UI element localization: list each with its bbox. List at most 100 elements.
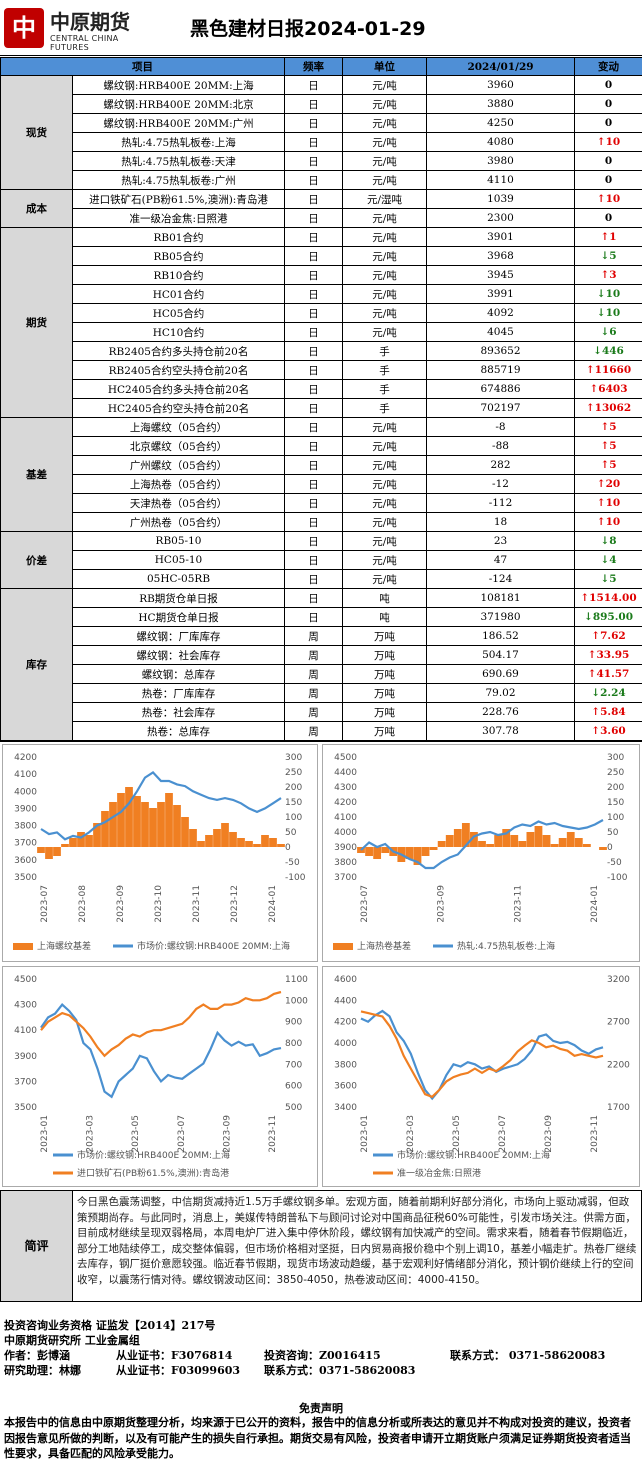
basis-bar (550, 844, 559, 847)
chart-rebar-vs-iron-ore: 3500 3700 3900 4100 4300 4500 500 600 700 800 900 1… (2, 966, 318, 1187)
frequency-cell: 日 (284, 341, 343, 361)
license-line: 投资咨询业务资格 证监发【2014】217号 (4, 1319, 216, 1332)
frequency-cell: 日 (284, 189, 343, 209)
x-tick-label: 2024-01 (268, 885, 278, 923)
item-cell: RB01合约 (72, 227, 285, 247)
value-cell: -88 (426, 436, 575, 456)
basis-bar (205, 835, 213, 847)
change-cell: ↓10 (574, 284, 642, 304)
change-value: 10 (605, 497, 621, 509)
arrow-up-icon: ↑ (600, 459, 610, 471)
change-value: 895.00 (592, 611, 633, 623)
value-cell: 3991 (426, 284, 575, 304)
frequency-cell: 日 (284, 455, 343, 475)
change-value: 41.57 (596, 668, 630, 680)
change-value: 1514.00 (589, 592, 637, 604)
legend-label: 市场价:螺纹钢:HRB400E 20MM:上海 (77, 1149, 230, 1161)
table-row: 热轧:4.75热轧板卷:广州日元/吨 4110 0 (1, 170, 642, 190)
value-cell: 282 (426, 455, 575, 475)
table-row: 螺纹钢：社会库存周万吨 504.17 ↑33.95 (1, 645, 642, 665)
y-left-tick-label: 3600 (14, 856, 37, 866)
y-right-tick-label: 200 (285, 783, 302, 793)
table-row: HC期货仓单日报日吨 371980 ↓895.00 (1, 607, 642, 627)
item-cell: 螺纹钢：总库存 (72, 664, 285, 684)
change-value: 3 (609, 269, 617, 281)
frequency-cell: 周 (284, 683, 343, 703)
change-cell: ↓446 (574, 341, 642, 361)
basis-bar (421, 847, 430, 856)
change-cell: ↑10 (574, 512, 642, 532)
unit-cell: 元/吨 (342, 265, 427, 285)
frequency-cell: 日 (284, 569, 343, 589)
change-cell: ↑7.62 (574, 626, 642, 646)
frequency-cell: 周 (284, 721, 343, 741)
y-right-tick-label: 2200 (607, 1060, 630, 1070)
y-left-tick-label: 4500 (14, 975, 37, 985)
unit-cell: 元/吨 (342, 151, 427, 171)
header-item: 项目 (0, 57, 285, 76)
unit-cell: 万吨 (342, 721, 427, 741)
item-cell: 螺纹钢:HRB400E 20MM:上海 (72, 75, 285, 95)
change-cell: ↑10 (574, 132, 642, 152)
table-row: RB2405合约多头持仓前20名日手 893652 ↓446 (1, 341, 642, 361)
change-cell: ↑33.95 (574, 645, 642, 665)
unit-cell: 吨 (342, 588, 427, 608)
y-left-tick-label: 3800 (14, 822, 37, 832)
x-tick-label: 2023-11 (513, 885, 523, 923)
legend-label: 市场价:螺纹钢:HRB400E 20MM:上海 (137, 940, 290, 952)
change-cell: ↑3 (574, 265, 642, 285)
basis-bar (526, 832, 535, 847)
basis-bar (502, 829, 511, 847)
frequency-cell: 日 (284, 75, 343, 95)
change-cell: ↓5 (574, 246, 642, 266)
basis-bar (558, 838, 567, 847)
item-cell: HC01合约 (72, 284, 285, 304)
arrow-down-icon: ↓ (600, 554, 610, 566)
arrow-down-icon: ↓ (593, 345, 602, 357)
chart-rebar-vs-coke: 3400 3600 3800 4000 4200 4400 4600 1700 2200 2700… (322, 966, 640, 1187)
x-tick-label: 2023-09 (222, 1115, 232, 1153)
assistant-contact: 联系方式：0371-58620083 (264, 1364, 416, 1377)
x-tick-label: 2023-07 (360, 885, 370, 923)
change-value: 11660 (594, 364, 632, 376)
table-row: 准一级冶金焦:日照港日元/吨 2300 0 (1, 208, 642, 228)
basis-bar (453, 829, 462, 847)
arrow-down-icon: ↓ (600, 326, 610, 338)
y-right-tick-label: 0 (607, 843, 613, 853)
change-value: 6 (609, 326, 617, 338)
unit-cell: 元/吨 (342, 113, 427, 133)
y-right-tick-label: 1700 (607, 1103, 630, 1113)
item-cell: 螺纹钢:HRB400E 20MM:北京 (72, 94, 285, 114)
y-right-tick-label: 1000 (285, 996, 308, 1006)
basis-bar (566, 832, 575, 847)
change-cell: ↑5 (574, 436, 642, 456)
y-left-tick-label: 4000 (14, 787, 37, 797)
basis-bar (101, 811, 109, 847)
y-right-tick-label: 300 (285, 753, 302, 763)
value-cell: -12 (426, 474, 575, 494)
basis-bar (582, 844, 591, 847)
basis-bar (534, 826, 543, 847)
y-left-tick-label: 4300 (334, 783, 357, 793)
arrow-up-icon: ↑ (600, 269, 610, 281)
y-left-tick-label: 4000 (334, 828, 357, 838)
frequency-cell: 周 (284, 664, 343, 684)
change-cell: 0 (574, 151, 642, 171)
y-left-tick-label: 4400 (334, 996, 357, 1006)
change-value: 1 (609, 231, 617, 243)
y-left-tick-label: 3700 (334, 873, 357, 883)
basis-bar (125, 787, 133, 847)
y-right-tick-label: 150 (607, 798, 624, 808)
value-cell: 47 (426, 550, 575, 570)
frequency-cell: 日 (284, 493, 343, 513)
change-cell: ↓6 (574, 322, 642, 342)
change-value: 2.24 (600, 687, 626, 699)
item-cell: 热轧:4.75热轧板卷:天津 (72, 151, 285, 171)
legend-label: 热轧:4.75热轧板卷:上海 (457, 940, 555, 952)
change-value: 3.60 (600, 725, 626, 737)
basis-bar (197, 841, 205, 847)
value-cell: -112 (426, 493, 575, 513)
change-cell: ↑1 (574, 227, 642, 247)
category-cell: 成本 (0, 189, 73, 228)
author-name: 作者：彭博涵 (4, 1349, 70, 1362)
